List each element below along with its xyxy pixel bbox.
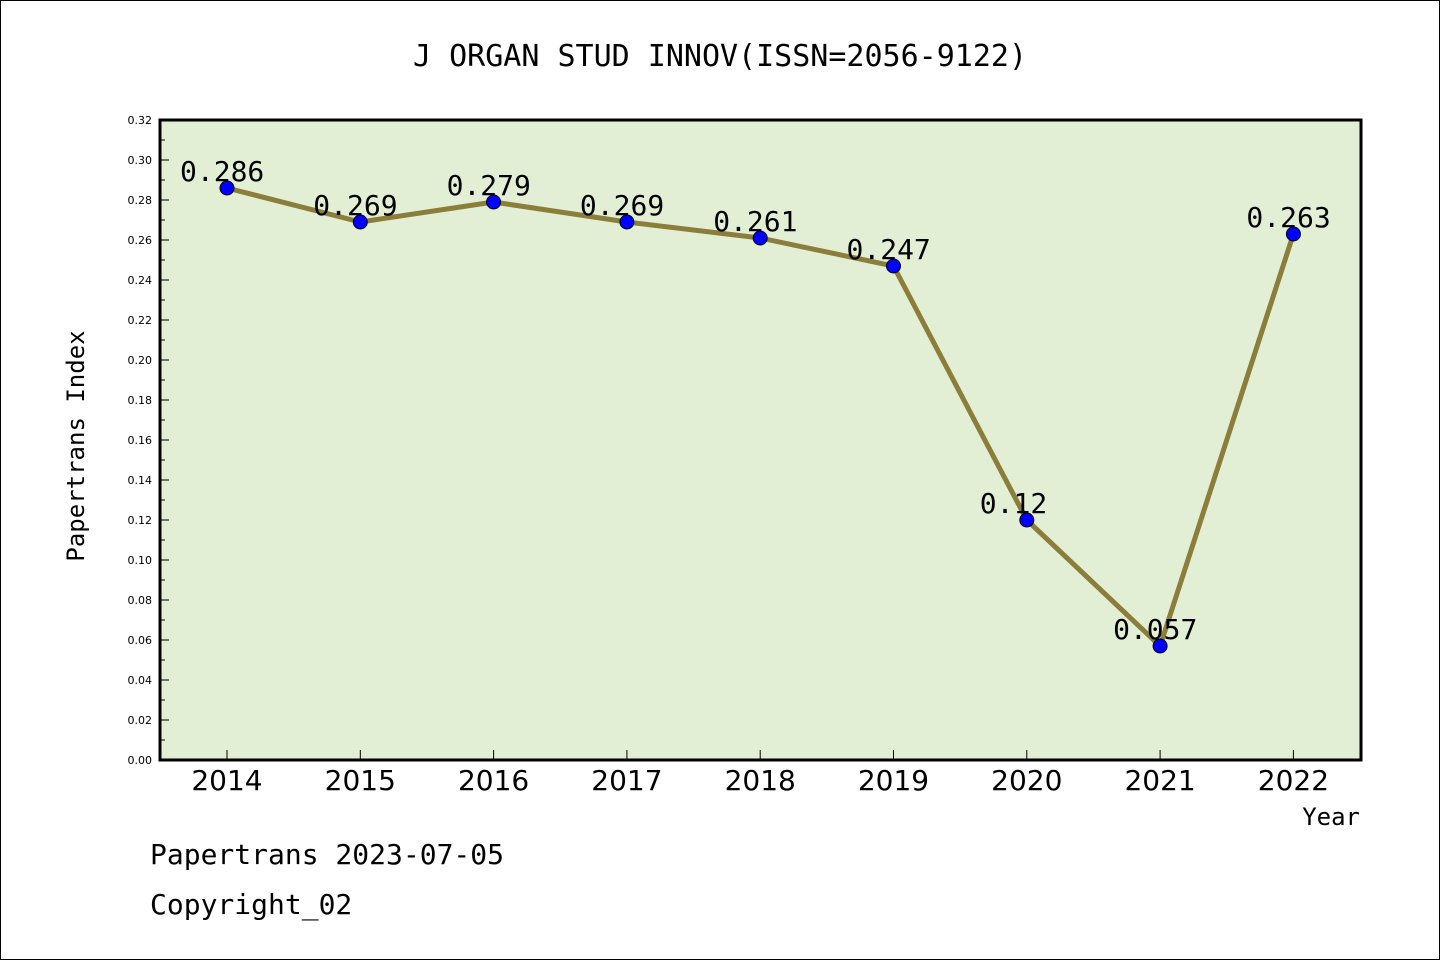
y-tick-label: 0.02 — [128, 714, 153, 727]
x-tick-label: 2020 — [991, 764, 1062, 797]
y-tick-label: 0.10 — [128, 554, 153, 567]
x-axis: 2014 2015 2016 2017 2018 2019 2020 2021 2022 — [191, 750, 1329, 797]
y-axis: 0.00 0.02 0.04 0.06 0.08 0.10 0.12 0.14 0.16 0.18… — [128, 114, 169, 767]
y-tick-label: 0.18 — [128, 394, 153, 407]
data-point — [219, 180, 235, 196]
y-tick-label: 0.04 — [128, 674, 153, 687]
y-tick-label: 0.08 — [128, 594, 153, 607]
data-label: 0.12 — [980, 487, 1047, 520]
y-tick-label: 0.20 — [128, 354, 153, 367]
y-tick-label: 0.12 — [128, 514, 153, 527]
footer-date: Papertrans 2023-07-05 — [150, 838, 504, 871]
data-point — [619, 214, 635, 230]
y-tick-label: 0.00 — [128, 754, 153, 767]
footer-copyright: Copyright_02 — [150, 888, 352, 922]
y-tick-label: 0.30 — [128, 154, 153, 167]
data-label: 0.269 — [313, 189, 397, 222]
y-tick-label: 0.26 — [128, 234, 153, 247]
data-point — [1285, 226, 1301, 242]
data-label: 0.286 — [180, 155, 264, 188]
x-tick-label: 2021 — [1124, 764, 1195, 797]
data-point — [1019, 512, 1035, 528]
data-point — [752, 230, 768, 246]
y-tick-label: 0.28 — [128, 194, 153, 207]
y-tick-label: 0.32 — [128, 114, 153, 127]
x-tick-label: 2016 — [458, 764, 529, 797]
data-label: 0.263 — [1246, 201, 1330, 234]
data-label: 0.247 — [847, 233, 931, 266]
data-point — [1152, 638, 1168, 654]
data-label: 0.279 — [447, 169, 531, 202]
x-axis-label: Year — [1302, 803, 1360, 831]
chart-title: J ORGAN STUD INNOV(ISSN=2056-9122) — [413, 39, 1027, 74]
x-tick-label: 2015 — [325, 764, 396, 797]
y-tick-label: 0.06 — [128, 634, 153, 647]
y-tick-label: 0.22 — [128, 314, 153, 327]
y-tick-label: 0.16 — [128, 434, 153, 447]
data-point — [886, 258, 901, 274]
data-label: 0.261 — [713, 205, 797, 238]
y-tick-label: 0.14 — [128, 474, 153, 487]
data-label: 0.269 — [580, 189, 664, 222]
x-tick-label: 2022 — [1258, 764, 1329, 797]
x-tick-label: 2014 — [191, 764, 262, 797]
y-tick-label: 0.24 — [128, 274, 153, 287]
x-tick-label: 2017 — [591, 764, 662, 797]
x-tick-label: 2018 — [725, 764, 796, 797]
data-point — [352, 214, 368, 230]
x-tick-label: 2019 — [858, 764, 929, 797]
data-labels-group: 0.286 0.269 0.279 0.269 0.261 0.247 0.12 0.057 0… — [180, 155, 1331, 646]
series-line-group — [219, 180, 1301, 654]
y-axis-label: Papertrans Index — [62, 330, 90, 561]
data-point — [486, 194, 502, 210]
data-label: 0.057 — [1113, 613, 1197, 646]
